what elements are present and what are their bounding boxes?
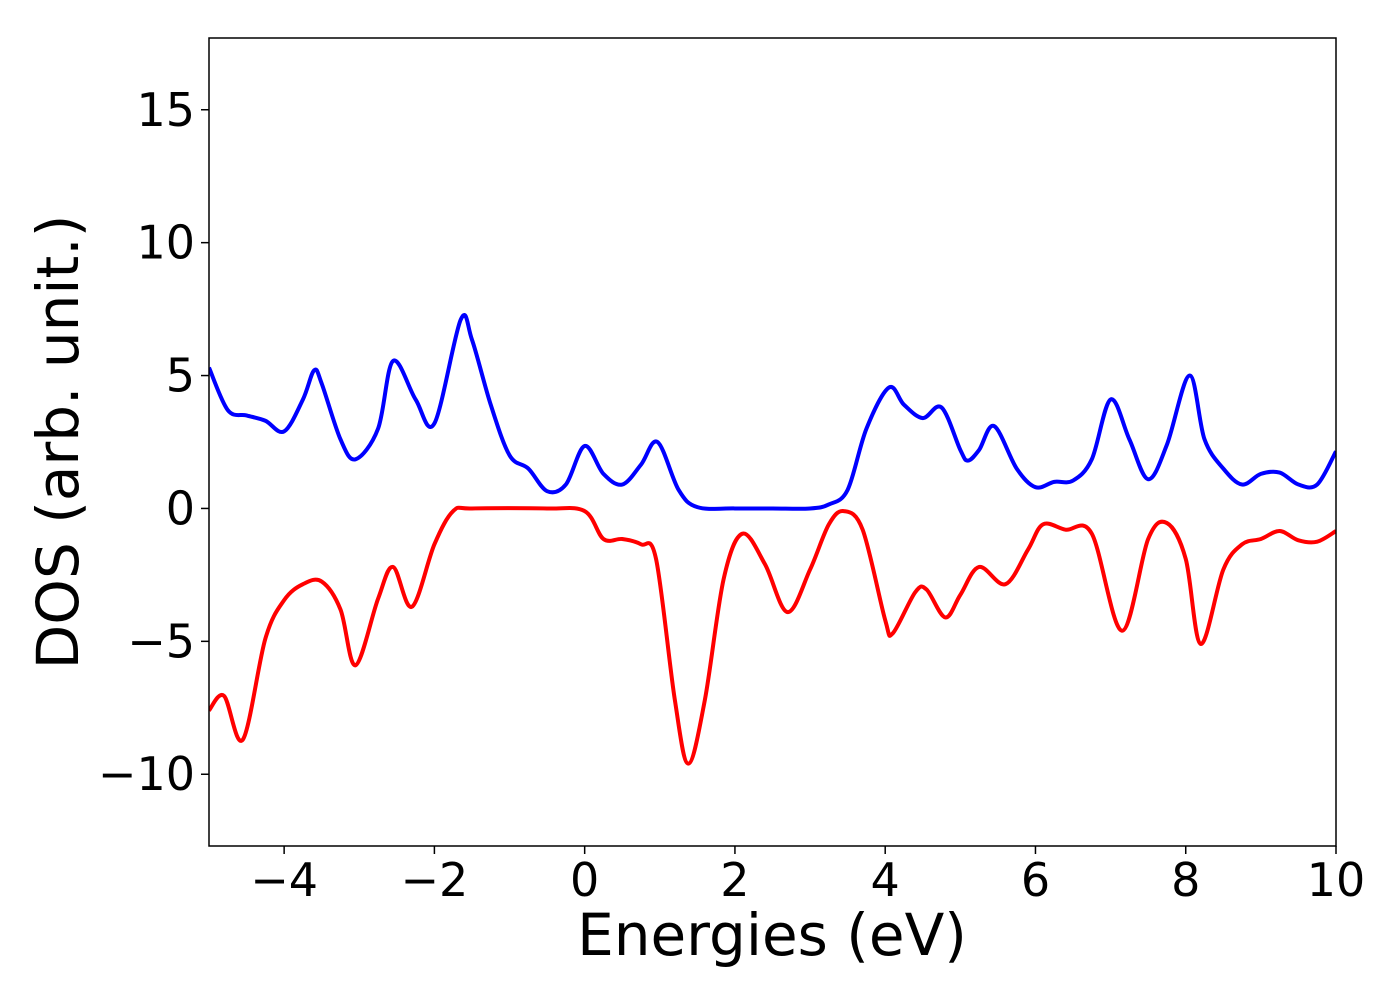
plot-frame (208, 37, 1337, 847)
x-tick-label: 6 (1021, 853, 1050, 907)
x-tick-label: 4 (871, 853, 900, 907)
line (209, 505, 1336, 766)
y-tick-label: 5 (166, 349, 195, 403)
y-tick-label: 10 (136, 216, 195, 270)
x-tick-label: 10 (1307, 853, 1366, 907)
x-tick-label: 0 (570, 853, 599, 907)
y-tick-label: −10 (98, 747, 195, 801)
x-tick-label: 8 (1171, 853, 1200, 907)
x-tick-label: 2 (720, 853, 749, 907)
x-axis-label: Energies (eV) (577, 901, 967, 969)
line (209, 312, 1336, 511)
y-tick-label: 15 (136, 83, 195, 137)
x-tick-label: −2 (400, 853, 468, 907)
y-tick-label: 0 (166, 481, 195, 535)
y-axis-label: DOS (arb. unit.) (24, 215, 92, 670)
y-tick-label: −5 (127, 614, 195, 668)
x-tick-label: −4 (250, 853, 318, 907)
